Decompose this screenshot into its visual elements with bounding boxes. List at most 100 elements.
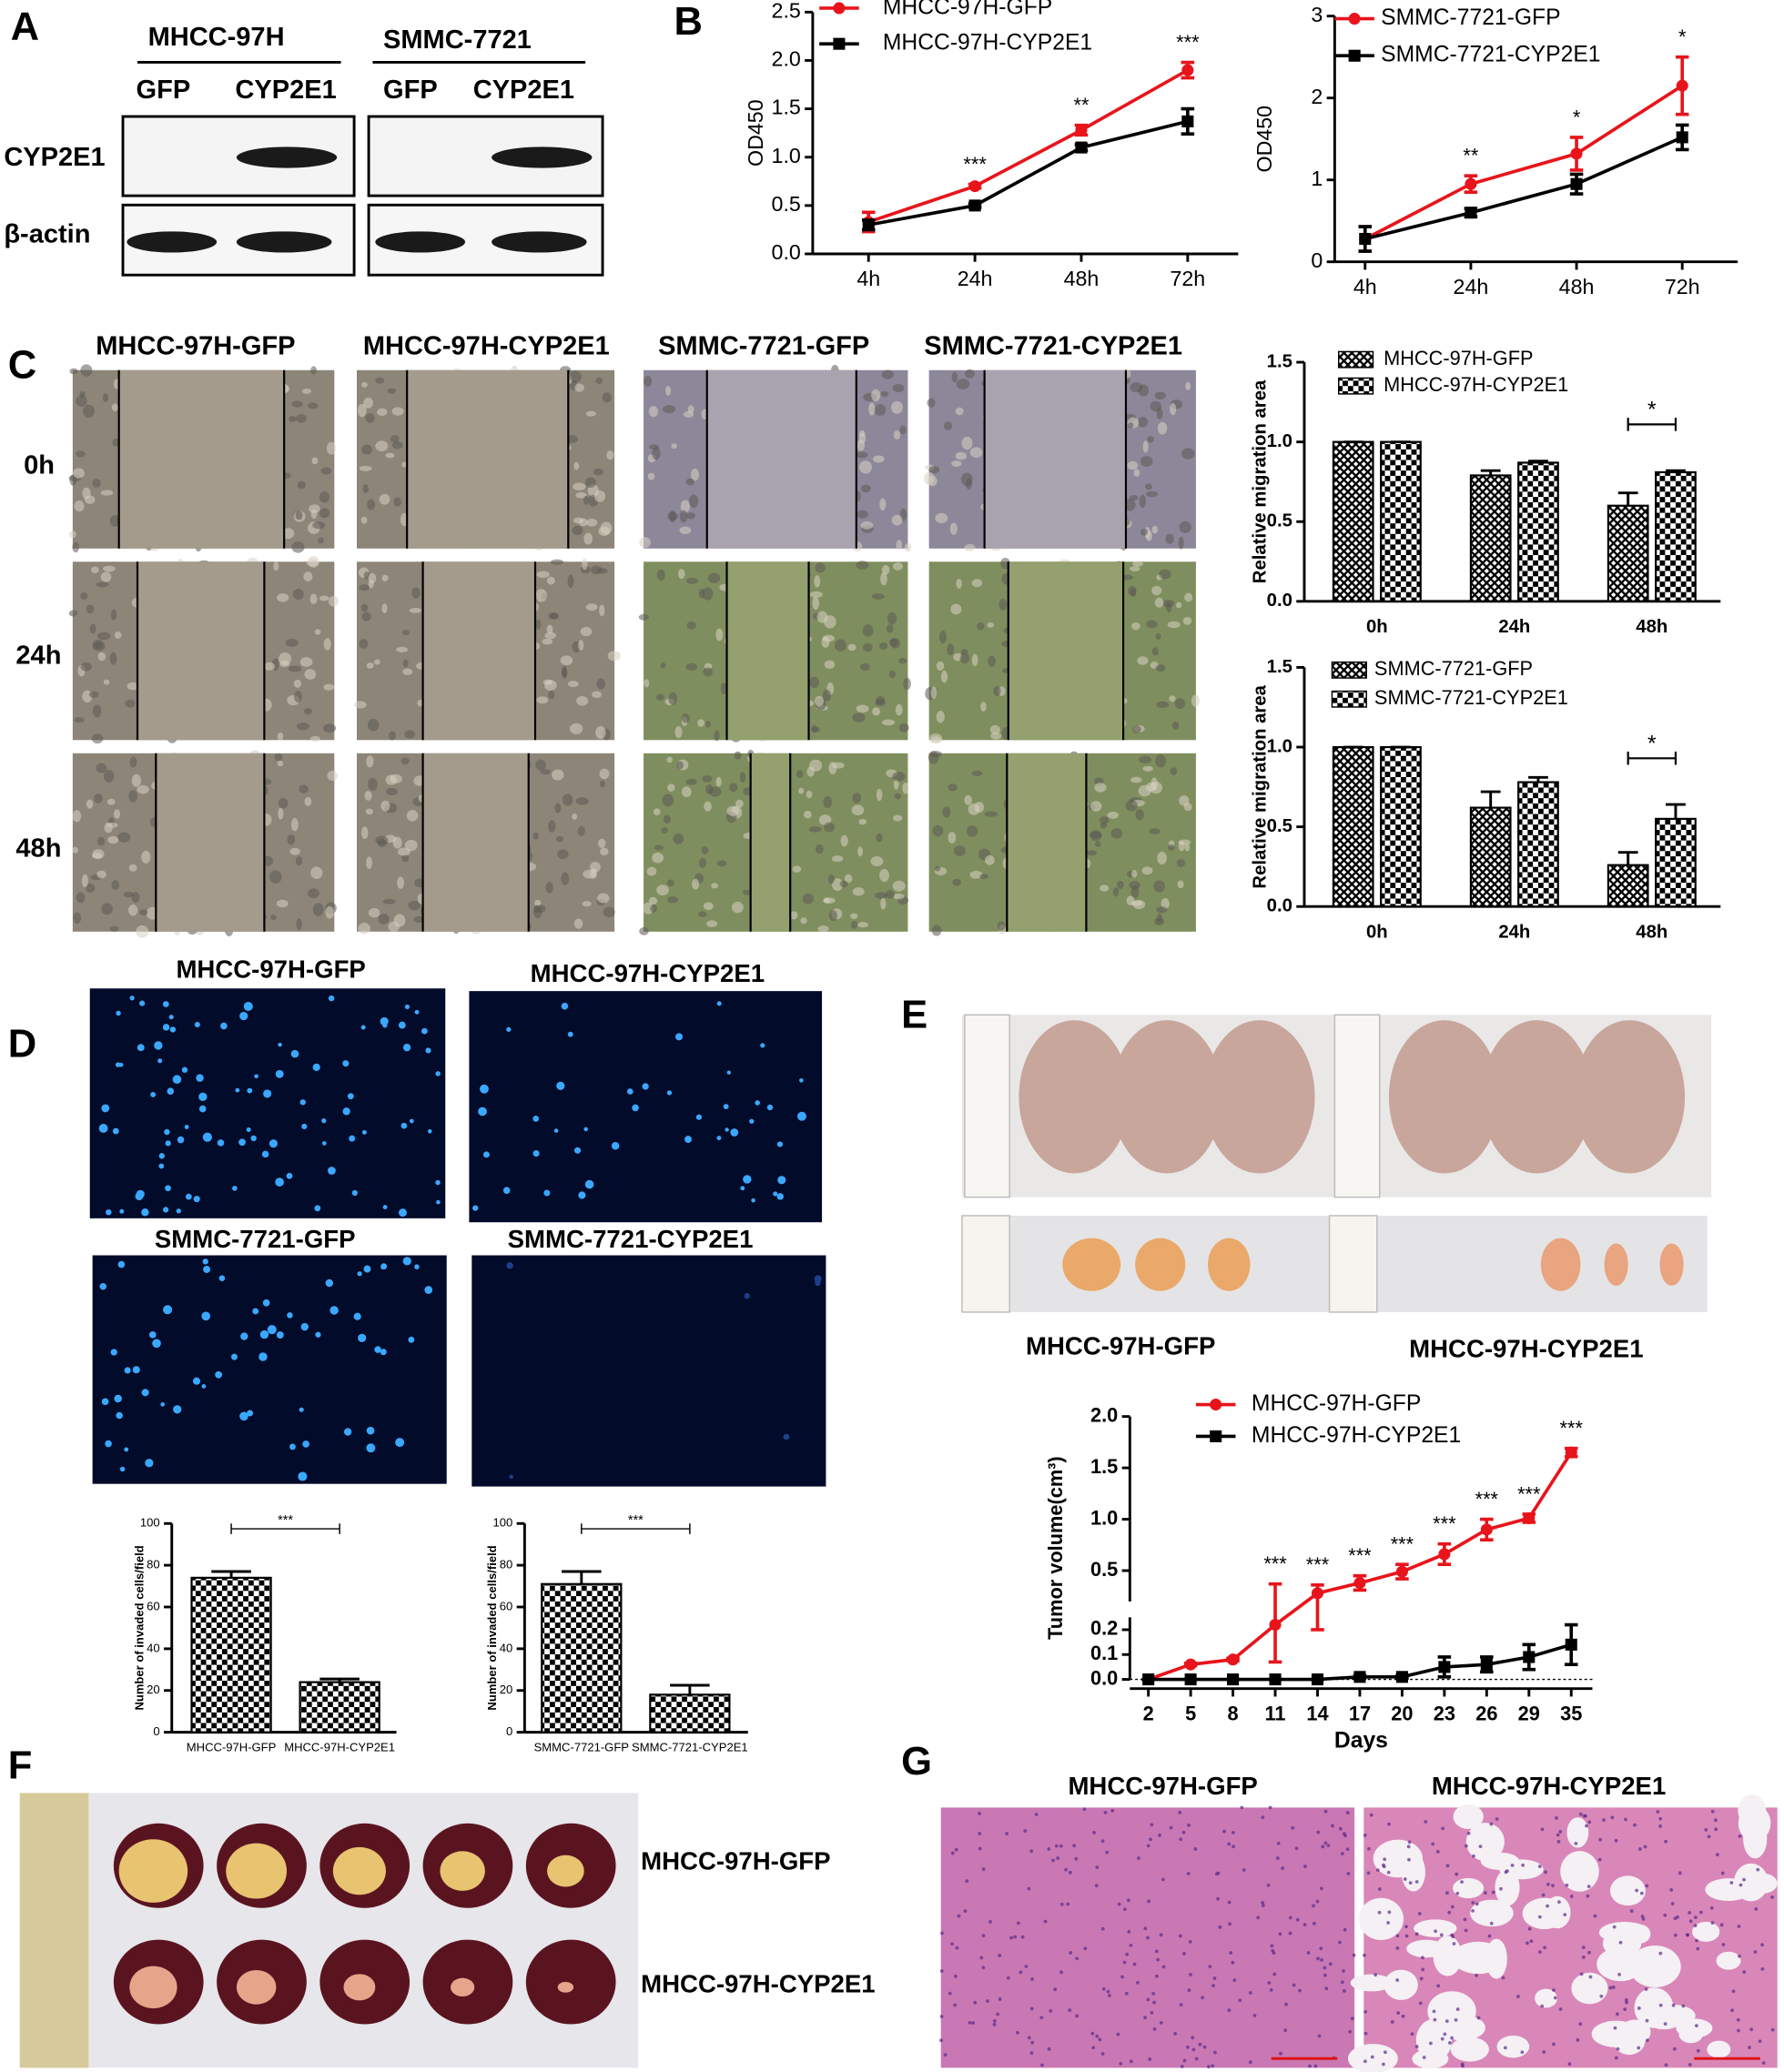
error-bar	[1666, 803, 1686, 819]
cell	[89, 623, 96, 634]
y-axis-label: Tumor volume(cm³)	[1044, 1456, 1067, 1640]
legend-label: SMMC-7721-GFP	[1374, 657, 1533, 680]
nucleus	[436, 1199, 441, 1205]
nucleus	[263, 1089, 272, 1098]
nucleus	[136, 1189, 145, 1198]
nucleus	[1120, 1975, 1124, 1979]
nucleus	[1586, 1885, 1591, 1888]
nucleus	[1645, 1884, 1649, 1888]
nucleus	[1464, 1844, 1468, 1848]
cell	[304, 796, 312, 806]
nucleus	[1395, 1978, 1400, 1982]
x-tick-label: 72h	[1170, 267, 1205, 290]
cell	[815, 844, 824, 854]
cell	[1128, 585, 1137, 597]
cell	[796, 770, 804, 779]
nucleus	[101, 1104, 110, 1113]
cell	[929, 751, 942, 758]
x-tick-label: 0h	[1366, 617, 1388, 637]
nucleus	[556, 1081, 565, 1090]
nucleus	[258, 1352, 268, 1361]
cell	[789, 911, 798, 920]
nucleus	[1125, 1952, 1130, 1956]
x-tick-label: 2	[1143, 1703, 1154, 1725]
cell	[137, 784, 149, 794]
cell	[1184, 844, 1191, 852]
image-label: MHCC-97H-CYP2E1	[531, 959, 765, 987]
cell	[593, 490, 606, 502]
y-axis-label: Number of invaded cells/field	[485, 1545, 499, 1710]
cell	[68, 531, 77, 539]
cell	[411, 587, 421, 599]
cell	[704, 720, 711, 728]
cell	[888, 670, 897, 679]
cell	[1176, 859, 1186, 867]
nucleus	[1350, 2016, 1354, 2021]
nucleus	[232, 1186, 238, 1191]
cell	[299, 784, 309, 793]
nucleus	[1103, 1810, 1108, 1814]
marker	[1676, 79, 1688, 92]
nucleus	[1292, 1983, 1296, 1987]
nucleus	[1579, 1972, 1584, 1976]
cell	[381, 603, 388, 613]
cell	[1135, 809, 1144, 821]
cell	[129, 756, 137, 768]
nucleus	[101, 1398, 109, 1406]
cell	[934, 865, 941, 872]
cell	[297, 480, 306, 490]
sig-label: ***	[278, 1513, 293, 1528]
nucleus	[472, 1205, 479, 1211]
cell	[948, 783, 958, 792]
nucleus	[1047, 1847, 1051, 1851]
nucleus	[1288, 1915, 1292, 1920]
nucleus	[1064, 1867, 1068, 1872]
cell	[707, 572, 721, 584]
nucleus	[726, 1070, 731, 1075]
nucleus	[1450, 1933, 1455, 1937]
tumor	[343, 1974, 376, 2001]
nucleus	[978, 1812, 981, 1815]
cell	[583, 495, 589, 506]
nucleus	[1146, 1844, 1150, 1848]
cell	[1156, 906, 1168, 914]
nucleus	[1020, 1935, 1025, 1939]
cell	[100, 571, 112, 582]
nucleus	[1328, 1962, 1333, 1966]
cell	[893, 893, 905, 900]
nucleus	[1117, 1902, 1121, 1906]
nucleus	[105, 1440, 112, 1448]
nucleus	[1644, 1987, 1648, 1991]
nucleus	[114, 1394, 122, 1403]
cell	[79, 592, 88, 600]
nucleus	[978, 1846, 982, 1851]
cell	[666, 879, 674, 886]
nucleus	[1207, 2065, 1211, 2068]
nucleus	[1135, 1980, 1140, 1985]
cell	[703, 667, 714, 677]
cell	[851, 920, 858, 929]
cell	[366, 662, 374, 669]
cell	[647, 472, 655, 480]
nucleus	[1499, 1886, 1503, 1891]
nucleus	[1211, 2064, 1215, 2068]
nucleus	[1460, 2062, 1465, 2067]
lane-label: GFP	[137, 76, 191, 105]
cell	[893, 779, 899, 790]
nucleus	[176, 1208, 181, 1214]
error-bar	[1617, 851, 1638, 865]
legend-label: SMMC-7721-CYP2E1	[1374, 686, 1568, 709]
nucleus	[799, 1077, 804, 1083]
nucleus	[1321, 1845, 1325, 1849]
nucleus	[1323, 1809, 1328, 1814]
nucleus	[1489, 1822, 1494, 1826]
cell	[1177, 880, 1184, 889]
nucleus	[106, 1208, 112, 1216]
nucleus	[502, 1187, 511, 1194]
cell	[881, 564, 890, 575]
cell	[375, 835, 389, 845]
nucleus	[955, 1946, 959, 1950]
cell	[892, 880, 906, 892]
cell	[309, 735, 320, 743]
y-tick-label: 0	[1311, 248, 1323, 272]
